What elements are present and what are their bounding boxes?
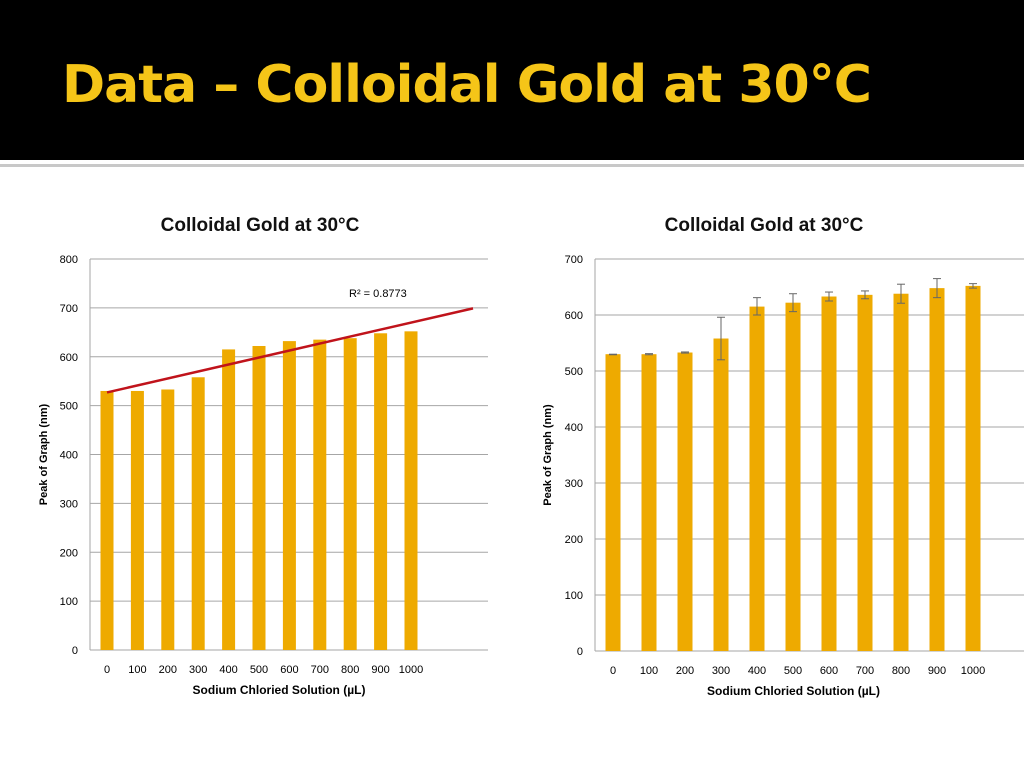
chart-left-x-tick-label: 1000 bbox=[399, 664, 423, 676]
chart-left-bar bbox=[222, 349, 236, 650]
chart-left-x-tick-label: 300 bbox=[189, 664, 207, 676]
chart-left-bar bbox=[100, 390, 114, 650]
chart-right-x-tick-label: 300 bbox=[712, 665, 730, 677]
chart-right-x-tick-label: 0 bbox=[610, 665, 616, 677]
chart-right-bar bbox=[857, 294, 873, 651]
chart-right-bar bbox=[749, 306, 765, 651]
chart-left-x-tick-label: 400 bbox=[219, 664, 237, 676]
chart-left-x-tick-label: 900 bbox=[371, 664, 389, 676]
chart-left-y-tick-label: 400 bbox=[60, 450, 78, 462]
chart-left-x-tick-label: 100 bbox=[128, 664, 146, 676]
chart-left: 0 100 200 300 400 500 600 700 800 0 100 200 300 400 50… bbox=[38, 254, 488, 697]
chart-left-bar bbox=[161, 389, 175, 650]
chart-right-x-axis-title: Sodium Chloried Solution (µL) bbox=[707, 684, 880, 698]
chart-left-y-tick-label: 500 bbox=[60, 401, 78, 413]
header-divider bbox=[0, 164, 1024, 167]
slide-header: Data – Colloidal Gold at 30°C bbox=[0, 0, 1024, 160]
slide-title: Data – Colloidal Gold at 30°C bbox=[62, 55, 872, 115]
chart-right-bar bbox=[929, 288, 945, 651]
chart-left-bar bbox=[343, 338, 357, 650]
chart-right-bar bbox=[713, 338, 729, 651]
chart-right-bar bbox=[641, 354, 657, 651]
chart-right-x-tick-label: 400 bbox=[748, 665, 766, 677]
chart-left-x-tick-label: 700 bbox=[311, 664, 329, 676]
chart-left-bar bbox=[282, 341, 296, 650]
chart-left-trendline-label: R² = 0.8773 bbox=[349, 288, 407, 300]
chart-right-x-tick-label: 500 bbox=[784, 665, 802, 677]
chart-right-y-tick-label: 100 bbox=[565, 590, 583, 602]
chart-left-x-tick-label: 500 bbox=[250, 664, 268, 676]
chart-right-x-tick-label: 200 bbox=[676, 665, 694, 677]
chart-right-y-tick-label: 400 bbox=[565, 422, 583, 434]
chart-left-title: Colloidal Gold at 30°C bbox=[160, 215, 360, 236]
chart-left-bar bbox=[404, 331, 418, 650]
chart-left-x-tick-label: 200 bbox=[159, 664, 177, 676]
chart-right-bar bbox=[677, 352, 693, 651]
chart-left-y-tick-label: 600 bbox=[60, 352, 78, 364]
chart-right-x-tick-label: 900 bbox=[928, 665, 946, 677]
chart-left-y-tick-label: 800 bbox=[60, 254, 78, 266]
chart-left-bar bbox=[130, 390, 144, 650]
chart-right: 0 100 200 300 400 500 600 700 0 100 200 300 400 500 60… bbox=[542, 254, 1024, 698]
chart-right-x-tick-label: 800 bbox=[892, 665, 910, 677]
chart-right-y-tick-label: 300 bbox=[565, 478, 583, 490]
chart-right-bar bbox=[605, 354, 621, 651]
chart-left-bar bbox=[191, 377, 205, 650]
chart-left-x-tick-label: 0 bbox=[104, 664, 110, 676]
chart-right-y-axis-title: Peak of Graph (nm) bbox=[542, 404, 554, 506]
chart-left-y-tick-label: 100 bbox=[60, 596, 78, 608]
chart-left-y-tick-label: 700 bbox=[60, 303, 78, 315]
chart-right-x-tick-label: 600 bbox=[820, 665, 838, 677]
chart-right-x-tick-label: 700 bbox=[856, 665, 874, 677]
chart-right-x-tick-label: 100 bbox=[640, 665, 658, 677]
chart-left-x-axis-title: Sodium Chloried Solution (µL) bbox=[193, 683, 366, 697]
chart-left-bar bbox=[313, 339, 327, 650]
chart-right-bar bbox=[893, 293, 909, 651]
chart-left-trendline bbox=[106, 307, 474, 394]
chart-right-y-tick-label: 0 bbox=[577, 646, 583, 658]
chart-left-y-tick-label: 0 bbox=[72, 645, 78, 657]
chart-right-bar bbox=[821, 296, 837, 651]
chart-left-x-tick-label: 800 bbox=[341, 664, 359, 676]
chart-left-y-tick-label: 300 bbox=[60, 498, 78, 510]
chart-left-y-tick-label: 200 bbox=[60, 547, 78, 559]
chart-left-bar bbox=[252, 345, 266, 650]
chart-right-y-tick-label: 700 bbox=[565, 254, 583, 266]
chart-left-x-tick-label: 600 bbox=[280, 664, 298, 676]
chart-right-y-tick-label: 500 bbox=[565, 366, 583, 378]
chart-right-y-tick-label: 600 bbox=[565, 310, 583, 322]
chart-right-title: Colloidal Gold at 30°C bbox=[664, 215, 864, 236]
chart-left-y-axis-title: Peak of Graph (nm) bbox=[38, 403, 50, 505]
chart-left-bar bbox=[374, 333, 388, 650]
chart-right-bar bbox=[965, 285, 981, 651]
chart-right-bar bbox=[785, 302, 801, 651]
chart-right-x-tick-label: 1000 bbox=[961, 665, 985, 677]
chart-right-y-tick-label: 200 bbox=[565, 534, 583, 546]
